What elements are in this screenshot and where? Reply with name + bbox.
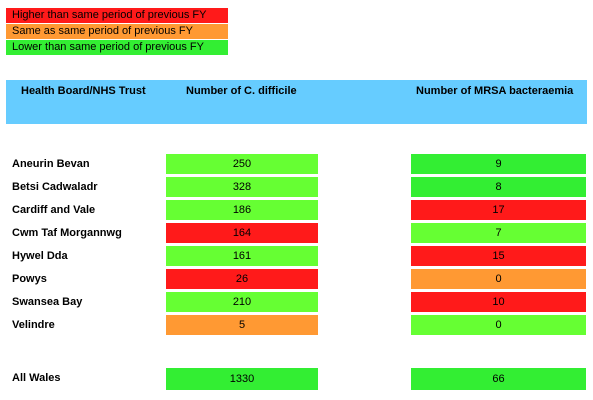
mrsa-cell: 17 bbox=[411, 200, 586, 220]
legend-same: Same as same period of previous FY bbox=[6, 24, 228, 39]
header-c-difficile: Number of C. difficile bbox=[186, 85, 297, 97]
legend-lower: Lower than same period of previous FY bbox=[6, 40, 228, 55]
mrsa-cell: 9 bbox=[411, 154, 586, 174]
mrsa-cell: 8 bbox=[411, 177, 586, 197]
cdiff-cell: 186 bbox=[166, 200, 318, 220]
mrsa-cell: 0 bbox=[411, 315, 586, 335]
row-label: Hywel Dda bbox=[12, 250, 68, 262]
total-label: All Wales bbox=[12, 372, 61, 384]
row-label: Cardiff and Vale bbox=[12, 204, 96, 216]
cdiff-cell: 26 bbox=[166, 269, 318, 289]
legend-higher: Higher than same period of previous FY bbox=[6, 8, 228, 23]
cdiff-cell: 5 bbox=[166, 315, 318, 335]
total-mrsa-cell: 66 bbox=[411, 368, 586, 390]
row-label: Betsi Cadwaladr bbox=[12, 181, 98, 193]
table-header: Health Board/NHS Trust Number of C. diff… bbox=[6, 80, 587, 124]
cdiff-cell: 164 bbox=[166, 223, 318, 243]
row-label: Velindre bbox=[12, 319, 55, 331]
mrsa-cell: 10 bbox=[411, 292, 586, 312]
row-label: Powys bbox=[12, 273, 47, 285]
cdiff-cell: 328 bbox=[166, 177, 318, 197]
row-label: Aneurin Bevan bbox=[12, 158, 90, 170]
cdiff-cell: 161 bbox=[166, 246, 318, 266]
row-label: Swansea Bay bbox=[12, 296, 83, 308]
cdiff-cell: 250 bbox=[166, 154, 318, 174]
mrsa-cell: 0 bbox=[411, 269, 586, 289]
header-health-board: Health Board/NHS Trust bbox=[21, 85, 146, 97]
mrsa-cell: 7 bbox=[411, 223, 586, 243]
row-label: Cwm Taf Morgannwg bbox=[12, 227, 122, 239]
mrsa-cell: 15 bbox=[411, 246, 586, 266]
total-cdiff-cell: 1330 bbox=[166, 368, 318, 390]
header-mrsa: Number of MRSA bacteraemia bbox=[416, 85, 574, 97]
cdiff-cell: 210 bbox=[166, 292, 318, 312]
